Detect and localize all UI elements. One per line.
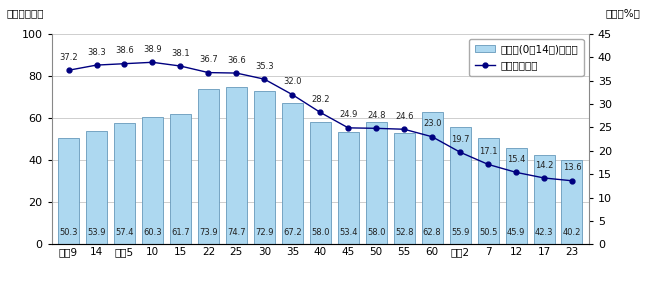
- Bar: [505, 148, 527, 244]
- Text: 72.9: 72.9: [255, 228, 274, 237]
- Text: 67.2: 67.2: [283, 228, 302, 237]
- Bar: [254, 91, 275, 244]
- Bar: [282, 103, 303, 244]
- Text: 15.4: 15.4: [507, 155, 525, 164]
- Text: 62.8: 62.8: [423, 228, 441, 237]
- Text: 57.4: 57.4: [115, 228, 134, 237]
- Bar: [562, 160, 582, 244]
- Bar: [310, 122, 331, 244]
- Text: 45.9: 45.9: [507, 228, 525, 237]
- Bar: [393, 133, 415, 244]
- Text: 23.0: 23.0: [423, 119, 441, 128]
- Text: 24.8: 24.8: [367, 111, 386, 120]
- Text: 52.8: 52.8: [395, 228, 413, 237]
- Text: 32.0: 32.0: [283, 77, 302, 86]
- Text: 14.2: 14.2: [535, 160, 553, 169]
- Text: 28.2: 28.2: [311, 95, 329, 104]
- Bar: [477, 138, 499, 244]
- Text: 53.9: 53.9: [87, 228, 105, 237]
- Text: 38.6: 38.6: [115, 46, 134, 55]
- Text: 人口（万人）: 人口（万人）: [6, 8, 44, 19]
- Bar: [450, 127, 470, 244]
- Text: 60.3: 60.3: [143, 228, 162, 237]
- Bar: [170, 114, 191, 244]
- Text: 割合（%）: 割合（%）: [606, 8, 641, 19]
- Bar: [534, 155, 554, 244]
- Text: 37.2: 37.2: [60, 53, 78, 62]
- Text: 35.3: 35.3: [255, 62, 274, 71]
- Text: 17.1: 17.1: [479, 147, 498, 156]
- Text: 24.9: 24.9: [339, 110, 357, 119]
- Text: 13.6: 13.6: [563, 163, 581, 172]
- Text: 53.4: 53.4: [339, 228, 358, 237]
- Text: 36.7: 36.7: [199, 55, 218, 64]
- Bar: [226, 87, 247, 244]
- Text: 24.6: 24.6: [395, 112, 413, 121]
- Text: 38.3: 38.3: [87, 48, 106, 57]
- Bar: [198, 89, 219, 244]
- Text: 42.3: 42.3: [535, 228, 553, 237]
- Text: 50.3: 50.3: [60, 228, 78, 237]
- Bar: [338, 132, 358, 244]
- Bar: [58, 139, 79, 244]
- Text: 58.0: 58.0: [311, 228, 329, 237]
- Bar: [142, 117, 163, 244]
- Text: 38.1: 38.1: [171, 49, 190, 58]
- Text: 58.0: 58.0: [367, 228, 386, 237]
- Text: 40.2: 40.2: [563, 228, 581, 237]
- Text: 36.6: 36.6: [227, 56, 246, 65]
- Legend: こども(0～14歳)の人口, こどもの割合: こども(0～14歳)の人口, こどもの割合: [469, 39, 584, 76]
- Bar: [422, 112, 443, 244]
- Bar: [366, 122, 387, 244]
- Text: 38.9: 38.9: [143, 45, 162, 54]
- Bar: [86, 131, 107, 244]
- Text: 61.7: 61.7: [171, 228, 190, 237]
- Text: 50.5: 50.5: [479, 228, 498, 237]
- Text: 55.9: 55.9: [451, 228, 469, 237]
- Bar: [114, 124, 135, 244]
- Text: 19.7: 19.7: [451, 135, 469, 144]
- Text: 74.7: 74.7: [227, 228, 246, 237]
- Text: 73.9: 73.9: [199, 228, 217, 237]
